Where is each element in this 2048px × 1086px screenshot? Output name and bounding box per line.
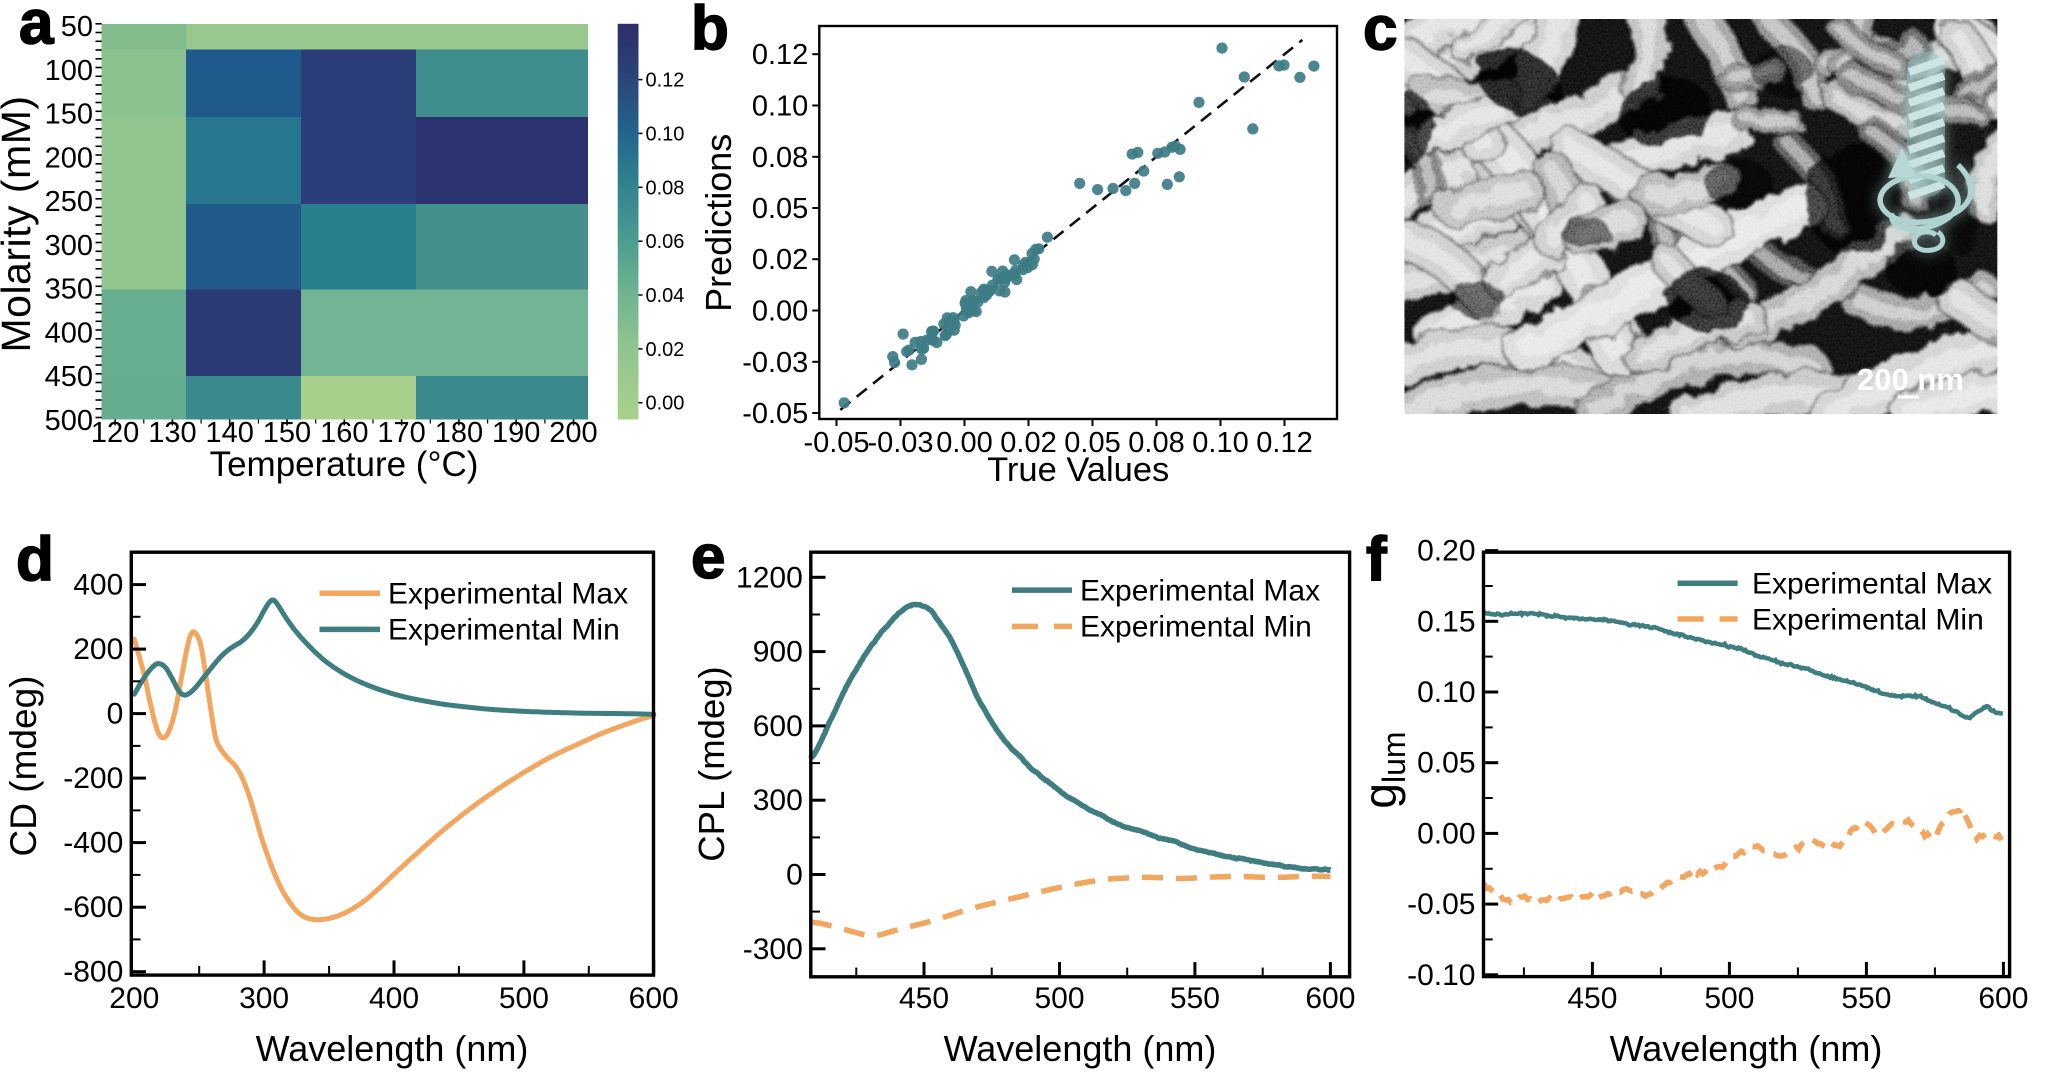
svg-text:a: a — [19, 0, 54, 58]
svg-text:0.12: 0.12 — [752, 39, 808, 71]
svg-text:-800: -800 — [63, 956, 123, 989]
svg-text:550: 550 — [1170, 982, 1220, 1015]
svg-text:100: 100 — [45, 55, 93, 87]
svg-text:250: 250 — [45, 186, 93, 218]
svg-text:150: 150 — [45, 99, 93, 131]
svg-text:0.04: 0.04 — [646, 285, 685, 307]
svg-text:0.06: 0.06 — [646, 231, 685, 253]
svg-text:0.00: 0.00 — [646, 393, 685, 415]
svg-text:Experimental Max: Experimental Max — [1080, 574, 1320, 607]
svg-text:CD (mdeg): CD (mdeg) — [3, 676, 44, 857]
svg-text:400: 400 — [73, 569, 123, 602]
svg-text:0.08: 0.08 — [1128, 427, 1184, 459]
svg-text:600: 600 — [1978, 982, 2028, 1015]
svg-text:CPL (mdeg): CPL (mdeg) — [691, 666, 732, 861]
svg-text:Wavelength (nm): Wavelength (nm) — [944, 1028, 1217, 1069]
svg-text:600: 600 — [1305, 982, 1355, 1015]
svg-text:0.00: 0.00 — [752, 296, 808, 328]
svg-text:-0.03: -0.03 — [742, 347, 808, 379]
svg-text:-0.05: -0.05 — [742, 398, 808, 430]
svg-text:500: 500 — [1034, 982, 1084, 1015]
svg-text:0.08: 0.08 — [752, 142, 808, 174]
svg-text:450: 450 — [45, 361, 93, 393]
svg-text:500: 500 — [1704, 982, 1754, 1015]
svg-text:c: c — [1363, 0, 1397, 64]
svg-text:-0.05: -0.05 — [1407, 888, 1475, 921]
svg-text:200: 200 — [45, 142, 93, 174]
svg-text:0.02: 0.02 — [1000, 427, 1056, 459]
svg-text:Experimental Max: Experimental Max — [388, 578, 628, 611]
svg-text:600: 600 — [753, 710, 803, 743]
svg-text:Temperature (°C): Temperature (°C) — [210, 445, 479, 484]
svg-text:0.00: 0.00 — [1417, 817, 1475, 850]
svg-text:f: f — [1366, 525, 1387, 594]
svg-text:-0.05: -0.05 — [803, 427, 869, 459]
svg-text:350: 350 — [45, 274, 93, 306]
svg-text:0.20: 0.20 — [1417, 535, 1475, 568]
svg-text:-600: -600 — [63, 891, 123, 924]
svg-text:500: 500 — [45, 405, 93, 437]
svg-text:Experimental Min: Experimental Min — [1752, 603, 1984, 636]
svg-text:-0.03: -0.03 — [867, 427, 933, 459]
svg-text:0.00: 0.00 — [936, 427, 992, 459]
svg-text:550: 550 — [1841, 982, 1891, 1015]
svg-text:Predictions: Predictions — [698, 134, 739, 312]
svg-text:0.12: 0.12 — [646, 70, 685, 92]
svg-text:900: 900 — [753, 636, 803, 669]
svg-text:Wavelength (nm): Wavelength (nm) — [1610, 1028, 1883, 1069]
svg-text:500: 500 — [499, 982, 549, 1015]
svg-text:0.10: 0.10 — [1192, 427, 1248, 459]
svg-text:0.02: 0.02 — [646, 339, 685, 361]
svg-text:e: e — [691, 523, 725, 592]
svg-text:-0.10: -0.10 — [1407, 959, 1475, 992]
svg-text:Experimental Min: Experimental Min — [388, 614, 620, 647]
svg-text:Experimental Max: Experimental Max — [1752, 568, 1992, 601]
svg-text:0.10: 0.10 — [752, 91, 808, 123]
svg-text:450: 450 — [899, 982, 949, 1015]
svg-text:600: 600 — [629, 982, 679, 1015]
svg-text:0.15: 0.15 — [1417, 605, 1475, 638]
svg-text:0.10: 0.10 — [1417, 676, 1475, 709]
svg-text:b: b — [691, 0, 729, 63]
svg-text:0.05: 0.05 — [1064, 427, 1120, 459]
svg-text:400: 400 — [369, 982, 419, 1015]
svg-text:1200: 1200 — [736, 561, 803, 594]
svg-text:200: 200 — [109, 982, 159, 1015]
svg-text:0.05: 0.05 — [752, 193, 808, 225]
svg-text:300: 300 — [45, 230, 93, 262]
svg-text:-300: -300 — [743, 933, 803, 966]
svg-text:300: 300 — [753, 784, 803, 817]
svg-text:200 nm: 200 nm — [1857, 362, 1964, 397]
svg-text:300: 300 — [239, 982, 289, 1015]
svg-text:Wavelength (nm): Wavelength (nm) — [256, 1028, 529, 1069]
svg-text:0.05: 0.05 — [1417, 747, 1475, 780]
svg-text:0.10: 0.10 — [646, 123, 685, 145]
svg-text:0: 0 — [786, 859, 803, 892]
svg-text:0: 0 — [107, 698, 124, 731]
svg-text:0.02: 0.02 — [752, 244, 808, 276]
svg-text:450: 450 — [1567, 982, 1617, 1015]
svg-text:200: 200 — [73, 633, 123, 666]
svg-text:d: d — [16, 525, 54, 594]
svg-text:True Values: True Values — [987, 451, 1169, 489]
svg-text:Molarity (mM): Molarity (mM) — [0, 95, 39, 352]
svg-text:-200: -200 — [63, 762, 123, 795]
svg-text:50: 50 — [61, 11, 93, 43]
svg-text:-400: -400 — [63, 827, 123, 860]
svg-text:400: 400 — [45, 317, 93, 349]
svg-text:0.08: 0.08 — [646, 177, 685, 199]
svg-text:0.12: 0.12 — [1256, 427, 1312, 459]
svg-text:Experimental Min: Experimental Min — [1080, 611, 1312, 644]
